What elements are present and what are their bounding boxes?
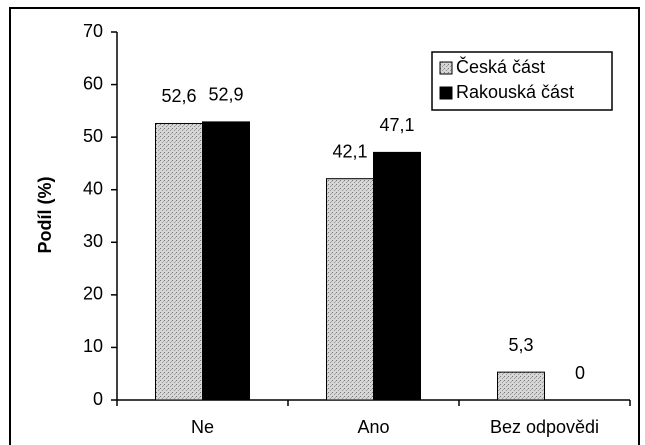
y-tick-label: 20	[83, 284, 103, 304]
legend-label: Česká část	[456, 56, 545, 77]
data-label: 52,6	[161, 86, 196, 106]
legend-label: Rakouská část	[456, 82, 574, 102]
bar	[373, 151, 421, 401]
bar	[155, 122, 203, 401]
y-tick-label: 60	[83, 73, 103, 93]
bar	[326, 178, 374, 401]
x-tick-label: Ano	[357, 417, 389, 437]
y-axis-label: Podíl (%)	[35, 177, 55, 254]
legend-swatch	[439, 86, 453, 100]
legend-box	[431, 51, 613, 111]
y-tick-label: 50	[83, 126, 103, 146]
x-tick-label: Bez odpovědi	[490, 417, 599, 437]
data-label: 42,1	[332, 141, 367, 161]
data-label: 47,1	[379, 115, 414, 135]
bar	[202, 121, 250, 401]
data-label: 0	[575, 363, 585, 383]
y-tick-label: 10	[83, 336, 103, 356]
y-tick-label: 0	[93, 389, 103, 409]
frame	[9, 7, 640, 445]
y-tick-label: 70	[83, 21, 103, 41]
legend-swatch	[439, 61, 453, 75]
y-tick-label: 30	[83, 231, 103, 251]
data-label: 5,3	[508, 335, 533, 355]
x-tick-label: Ne	[191, 417, 214, 437]
data-label: 52,9	[208, 85, 243, 105]
y-tick-label: 40	[83, 178, 103, 198]
bar	[497, 371, 545, 401]
